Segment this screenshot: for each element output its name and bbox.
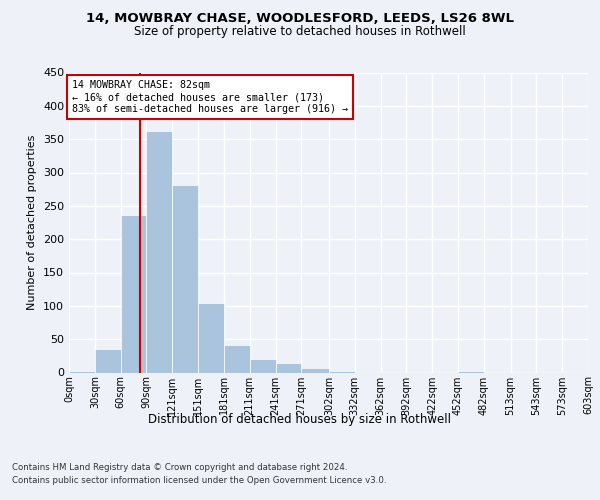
Bar [275, 363, 301, 372]
Bar [121, 214, 146, 372]
Text: Distribution of detached houses by size in Rothwell: Distribution of detached houses by size … [149, 412, 452, 426]
Text: Contains HM Land Registry data © Crown copyright and database right 2024.: Contains HM Land Registry data © Crown c… [12, 462, 347, 471]
Text: Contains public sector information licensed under the Open Government Licence v3: Contains public sector information licen… [12, 476, 386, 485]
Text: Size of property relative to detached houses in Rothwell: Size of property relative to detached ho… [134, 25, 466, 38]
Bar [146, 130, 172, 372]
Y-axis label: Number of detached properties: Number of detached properties [28, 135, 37, 310]
Bar [224, 345, 250, 372]
Text: 14, MOWBRAY CHASE, WOODLESFORD, LEEDS, LS26 8WL: 14, MOWBRAY CHASE, WOODLESFORD, LEEDS, L… [86, 12, 514, 26]
Bar [301, 368, 329, 372]
Bar [250, 358, 275, 372]
Bar [198, 302, 224, 372]
Text: 14 MOWBRAY CHASE: 82sqm
← 16% of detached houses are smaller (173)
83% of semi-d: 14 MOWBRAY CHASE: 82sqm ← 16% of detache… [71, 80, 347, 114]
Bar [95, 349, 121, 372]
Bar [329, 370, 355, 372]
Bar [69, 371, 95, 372]
Bar [458, 370, 484, 372]
Bar [172, 185, 198, 372]
